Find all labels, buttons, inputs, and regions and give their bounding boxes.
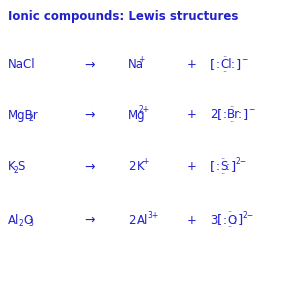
Text: +: +	[187, 109, 197, 121]
Text: Cl: Cl	[220, 58, 232, 72]
Text: +: +	[138, 56, 145, 64]
Text: ··: ··	[220, 170, 225, 179]
Text: ··: ··	[227, 208, 232, 217]
Text: Ionic compounds: Lewis structures: Ionic compounds: Lewis structures	[8, 10, 238, 23]
Text: O: O	[227, 213, 236, 227]
Text: 2: 2	[128, 160, 135, 174]
Text: ]: ]	[230, 160, 235, 174]
Text: 2: 2	[13, 166, 18, 175]
Text: :: :	[216, 58, 219, 72]
Text: :: :	[232, 213, 236, 227]
Text: ··: ··	[227, 223, 232, 232]
Text: :: :	[222, 109, 227, 121]
Text: 2−: 2−	[236, 158, 247, 166]
Text: +: +	[142, 158, 149, 166]
Text: ]: ]	[237, 213, 242, 227]
Text: Mg: Mg	[128, 109, 146, 121]
Text: ··: ··	[230, 118, 235, 127]
Text: →: →	[85, 58, 95, 72]
Text: →: →	[85, 213, 95, 227]
Text: −: −	[248, 105, 254, 115]
Text: +: +	[187, 160, 197, 174]
Text: ]: ]	[242, 109, 248, 121]
Text: ··: ··	[230, 103, 235, 112]
Text: ··: ··	[222, 68, 228, 77]
Text: K: K	[8, 160, 16, 174]
Text: Al: Al	[8, 213, 19, 227]
Text: 2: 2	[18, 219, 23, 228]
Text: S: S	[18, 160, 25, 174]
Text: S: S	[220, 160, 227, 174]
Text: MgBr: MgBr	[8, 109, 39, 121]
Text: Al: Al	[137, 213, 148, 227]
Text: 2−: 2−	[243, 211, 254, 219]
Text: ··: ··	[222, 53, 228, 62]
Text: Na: Na	[128, 58, 144, 72]
Text: →: →	[85, 160, 95, 174]
Text: ··: ··	[220, 155, 225, 164]
Text: :: :	[216, 160, 219, 174]
Text: −: −	[241, 56, 247, 64]
Text: →: →	[85, 109, 95, 121]
Text: :: :	[237, 109, 241, 121]
Text: [: [	[210, 58, 215, 72]
Text: 2: 2	[29, 114, 34, 123]
Text: :: :	[225, 160, 229, 174]
Text: ]: ]	[235, 58, 241, 72]
Text: 2: 2	[128, 213, 135, 227]
Text: +: +	[187, 58, 197, 72]
Text: [: [	[217, 109, 222, 121]
Text: O: O	[23, 213, 32, 227]
Text: Br: Br	[227, 109, 240, 121]
Text: K: K	[137, 160, 145, 174]
Text: :: :	[222, 213, 227, 227]
Text: 3: 3	[210, 213, 217, 227]
Text: 3+: 3+	[148, 211, 159, 219]
Text: 2+: 2+	[138, 105, 150, 115]
Text: :: :	[230, 58, 235, 72]
Text: +: +	[187, 213, 197, 227]
Text: 3: 3	[28, 219, 33, 228]
Text: 2: 2	[210, 109, 217, 121]
Text: [: [	[210, 160, 215, 174]
Text: [: [	[217, 213, 222, 227]
Text: NaCl: NaCl	[8, 58, 36, 72]
